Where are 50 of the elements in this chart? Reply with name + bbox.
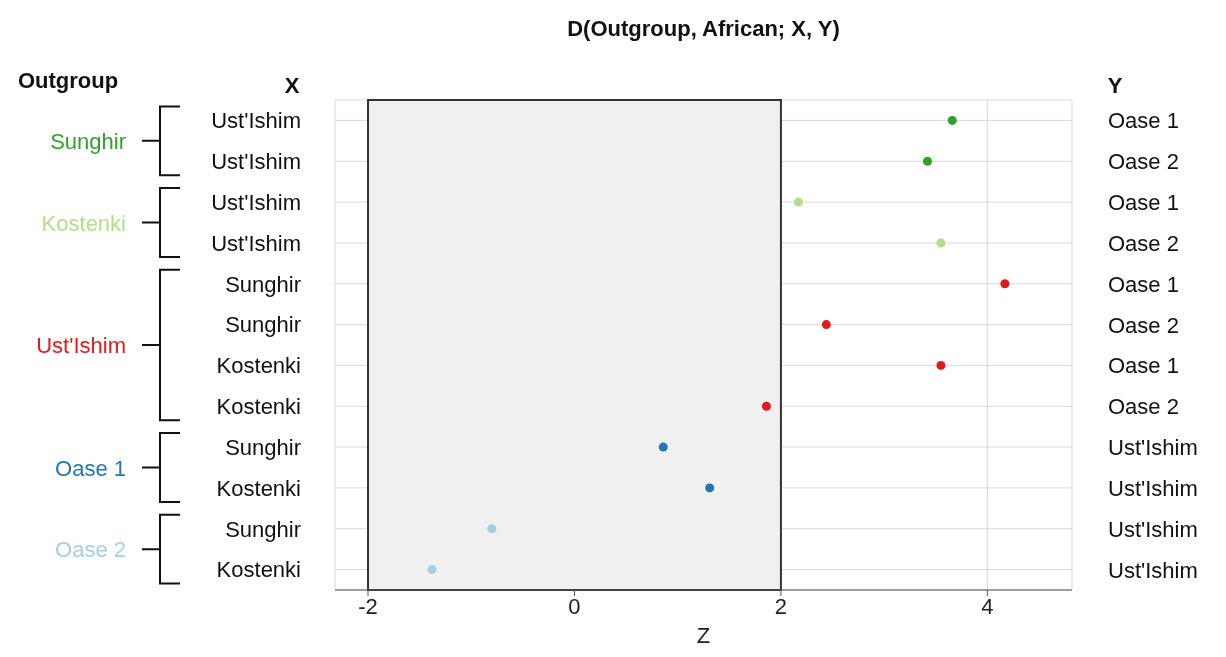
point (936, 238, 946, 248)
y2-tick-label: Oase 1 (1108, 190, 1179, 216)
y-tick-label: Sunghir (225, 434, 301, 460)
y-axis-title: X (284, 73, 300, 98)
x-tick-label: 4 (981, 593, 994, 619)
y2-tick-label: Ust'Ishim (1108, 516, 1198, 542)
y2-tick-label: Oase 2 (1108, 394, 1179, 420)
x-tick-label: 0 (568, 593, 581, 619)
y-tick-label: Sunghir (225, 516, 301, 542)
text: Oase 1 (55, 455, 126, 481)
y2-tick-label: Ust'Ishim (1108, 475, 1198, 501)
point (761, 401, 771, 411)
y-tick-label: Ust'Ishim (211, 189, 301, 215)
point (821, 320, 831, 330)
y-tick-label: Kostenki (216, 353, 301, 379)
text: Kostenki (41, 210, 126, 236)
y-tick-label: Kostenki (216, 475, 301, 501)
point (922, 156, 932, 166)
text: Oase 2 (55, 537, 126, 563)
point (705, 483, 715, 493)
chart-title: D(Outgroup, African; X, Y) (567, 16, 840, 41)
y2-tick-label: Oase 2 (1108, 149, 1179, 175)
x-tick-label: 2 (774, 593, 788, 619)
point (947, 115, 957, 125)
y-tick-label: Ust'Ishim (211, 149, 301, 175)
y-tick-label: Kostenki (216, 557, 301, 583)
text: Ust'Ishim (36, 333, 126, 358)
y-tick-label: Sunghir (225, 312, 301, 338)
text: Sunghir (50, 128, 126, 154)
y2-tick-label: Oase 1 (1108, 353, 1179, 379)
y-tick-label: Sunghir (225, 271, 301, 297)
y-tick-label: Ust'Ishim (211, 230, 301, 256)
y2-tick-label: Ust'Ishim (1108, 557, 1198, 583)
y2-axis-title: Y (1107, 73, 1123, 98)
y2-tick-label: Oase 2 (1108, 230, 1179, 256)
legend-title: Outgroup (17, 68, 119, 93)
point (658, 442, 668, 452)
y2-tick-label: Ust'Ishim (1108, 435, 1198, 461)
point (1000, 279, 1010, 289)
y-tick-label: Ust'Ishim (211, 108, 301, 134)
y2-tick-label: Oase 1 (1108, 108, 1179, 134)
point (936, 360, 946, 370)
point (427, 565, 437, 575)
point (487, 524, 497, 534)
point (793, 197, 803, 207)
y2-tick-label: Oase 2 (1108, 312, 1179, 338)
x-tick-label: -2 (358, 593, 378, 619)
y-tick-label: Kostenki (216, 394, 301, 420)
y2-tick-label: Oase 1 (1108, 271, 1179, 297)
x-axis-title: Z (696, 623, 711, 648)
